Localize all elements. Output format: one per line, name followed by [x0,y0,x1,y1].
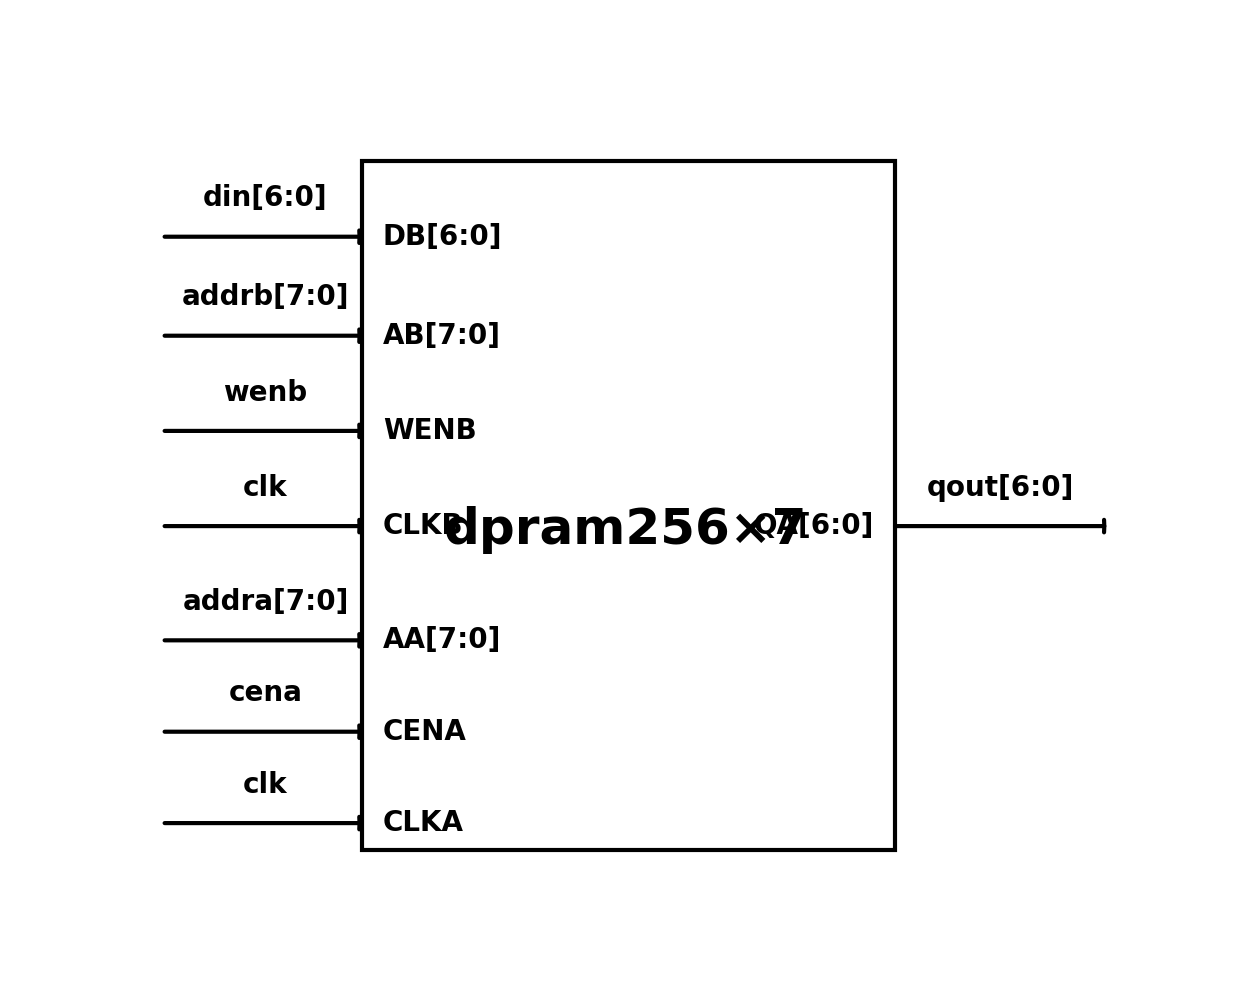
Text: addrb[7:0]: addrb[7:0] [182,283,350,312]
Text: AB[7:0]: AB[7:0] [383,321,501,350]
Text: wenb: wenb [223,379,308,406]
Text: clk: clk [243,770,288,799]
Text: DB[6:0]: DB[6:0] [383,223,502,251]
Bar [362,160,895,850]
Text: din[6:0]: din[6:0] [203,184,327,213]
Text: QA[6:0]: QA[6:0] [754,512,874,540]
Text: addra[7:0]: addra[7:0] [182,587,348,616]
Text: dpram256×7: dpram256×7 [444,506,807,554]
Text: CENA: CENA [383,718,466,746]
Text: qout[6:0]: qout[6:0] [928,474,1074,501]
Text: CLKA: CLKA [383,809,464,837]
Text: cena: cena [228,679,303,707]
Text: clk: clk [243,474,288,501]
Text: AA[7:0]: AA[7:0] [383,626,501,655]
Text: CLKB: CLKB [383,512,464,540]
Text: WENB: WENB [383,417,476,445]
